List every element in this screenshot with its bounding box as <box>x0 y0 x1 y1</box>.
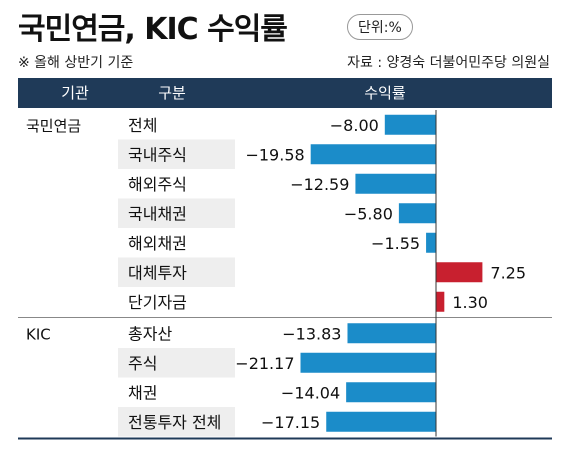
bar-negative <box>355 173 436 194</box>
row-band <box>118 139 235 169</box>
category-label: 국내채권 <box>128 204 187 223</box>
category-label: 채권 <box>128 383 157 402</box>
category-label: 총자산 <box>128 324 172 343</box>
bar-negative <box>346 382 436 403</box>
category-label: 대체투자 <box>128 263 187 282</box>
header-col-return: 수익률 <box>364 84 406 102</box>
row-band <box>118 407 235 437</box>
header-col-institution: 기관 <box>61 84 89 102</box>
value-label: −14.04 <box>281 383 340 402</box>
value-label: −17.15 <box>261 413 320 432</box>
category-label: 전통투자 전체 <box>128 413 221 432</box>
value-label: −13.83 <box>282 324 341 343</box>
value-label: −1.55 <box>371 234 420 253</box>
value-label: 7.25 <box>490 263 526 282</box>
category-label: 전체 <box>128 116 157 135</box>
value-label: −12.59 <box>290 175 349 194</box>
group-label: 국민연금 <box>26 117 81 135</box>
row-band <box>118 348 235 378</box>
category-label: 단기자금 <box>128 293 187 312</box>
unit-badge: 단위:% <box>347 14 413 40</box>
value-label: −5.80 <box>344 204 393 223</box>
bar-negative <box>426 232 436 253</box>
bar-positive <box>436 262 483 283</box>
value-label: −19.58 <box>245 145 304 164</box>
category-label: 해외주식 <box>128 175 187 194</box>
bar-negative <box>300 352 436 373</box>
header-col-category: 구분 <box>158 84 186 102</box>
row-band <box>118 257 235 287</box>
period-note: ※ 올해 상반기 기준 <box>18 55 134 71</box>
row-band <box>118 198 235 228</box>
source-note: 자료 : 양경숙 더불어민주당 의원실 <box>347 55 550 71</box>
chart-title: 국민연금, KIC 수익률 <box>18 12 288 47</box>
bar-negative <box>398 203 436 224</box>
value-label: −21.17 <box>235 354 294 373</box>
bar-negative <box>347 323 436 344</box>
category-label: 국내주식 <box>128 145 187 164</box>
category-label: 주식 <box>128 354 157 373</box>
group-label: KIC <box>26 325 51 343</box>
value-label: 1.30 <box>452 293 488 312</box>
category-label: 해외채권 <box>128 234 187 253</box>
bar-positive <box>436 291 445 312</box>
value-label: −8.00 <box>330 116 379 135</box>
header-band <box>18 78 552 108</box>
bar-negative <box>384 114 436 135</box>
bar-negative <box>310 144 436 165</box>
bar-negative <box>326 411 436 432</box>
